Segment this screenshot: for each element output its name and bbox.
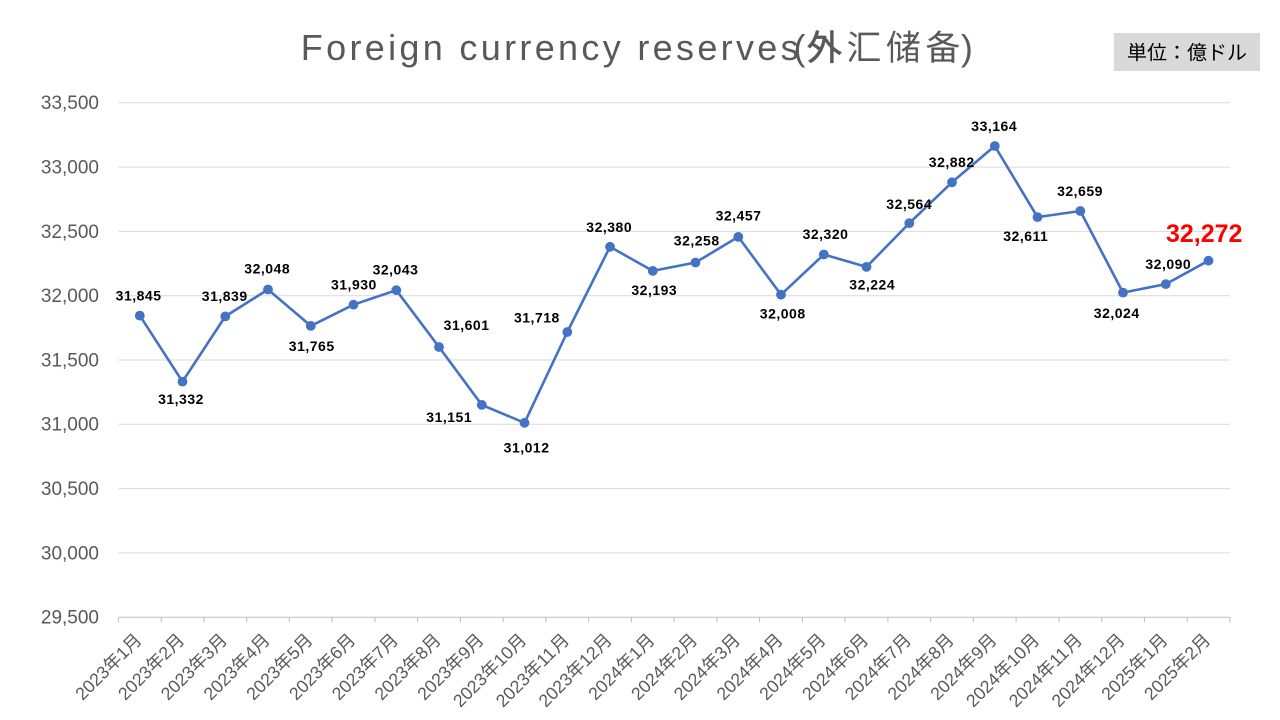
svg-text:32,500: 32,500 xyxy=(41,222,99,243)
svg-text:33,000: 33,000 xyxy=(41,158,99,179)
svg-text:31,718: 31,718 xyxy=(514,309,560,325)
svg-text:11: 11 xyxy=(1045,643,1072,670)
svg-text:4: 4 xyxy=(753,642,774,663)
svg-text:32,380: 32,380 xyxy=(586,219,632,235)
svg-text:8: 8 xyxy=(411,642,432,663)
svg-text:30,000: 30,000 xyxy=(41,543,99,564)
svg-text:31,601: 31,601 xyxy=(444,317,490,333)
svg-text:3: 3 xyxy=(197,642,218,663)
svg-text:8: 8 xyxy=(924,642,945,663)
svg-text:32,000: 32,000 xyxy=(41,286,99,307)
svg-text:2024: 2024 xyxy=(670,662,712,704)
svg-text:31,765: 31,765 xyxy=(289,338,335,354)
svg-text:32,258: 32,258 xyxy=(674,233,720,249)
svg-text:31,839: 31,839 xyxy=(202,288,248,304)
svg-text:11: 11 xyxy=(532,643,559,670)
svg-text:32,008: 32,008 xyxy=(760,306,806,322)
svg-text:30,500: 30,500 xyxy=(41,479,99,500)
svg-text:2024: 2024 xyxy=(884,662,926,704)
svg-text:7: 7 xyxy=(368,642,389,663)
svg-text:2023: 2023 xyxy=(449,669,491,711)
svg-text:32,320: 32,320 xyxy=(803,226,849,242)
svg-text:6: 6 xyxy=(326,642,347,663)
svg-text:2023: 2023 xyxy=(114,662,156,704)
svg-text:32,611: 32,611 xyxy=(1003,228,1048,244)
svg-text:2024: 2024 xyxy=(627,662,669,704)
svg-text:33,164: 33,164 xyxy=(971,118,1017,134)
svg-text:2024: 2024 xyxy=(1048,669,1090,711)
svg-text:2023: 2023 xyxy=(328,662,370,704)
svg-text:2023: 2023 xyxy=(71,662,113,704)
svg-text:2024: 2024 xyxy=(713,662,755,704)
svg-text:5: 5 xyxy=(796,642,817,663)
svg-text:31,332: 31,332 xyxy=(158,391,204,407)
svg-text:2023: 2023 xyxy=(200,662,242,704)
svg-text:2024: 2024 xyxy=(841,662,883,704)
svg-text:2023: 2023 xyxy=(492,669,534,711)
svg-text:32,272: 32,272 xyxy=(1166,220,1242,248)
svg-text:2023: 2023 xyxy=(535,669,577,711)
svg-text:1: 1 xyxy=(1138,642,1159,663)
svg-text:9: 9 xyxy=(454,642,475,663)
svg-text:32,659: 32,659 xyxy=(1057,183,1103,199)
svg-text:33,500: 33,500 xyxy=(41,93,99,114)
svg-text:2024: 2024 xyxy=(798,662,840,704)
svg-text:32,457: 32,457 xyxy=(716,207,762,223)
svg-text:2024: 2024 xyxy=(1005,669,1047,711)
svg-text:32,043: 32,043 xyxy=(373,262,419,278)
svg-text:1: 1 xyxy=(112,642,133,663)
svg-text:6: 6 xyxy=(839,642,860,663)
svg-text:9: 9 xyxy=(967,642,988,663)
svg-text:29,500: 29,500 xyxy=(41,608,99,629)
svg-text:2024: 2024 xyxy=(755,662,797,704)
svg-text:32,193: 32,193 xyxy=(631,282,677,298)
svg-text:2023: 2023 xyxy=(242,662,284,704)
svg-text:31,151: 31,151 xyxy=(426,409,472,425)
svg-text:2: 2 xyxy=(668,642,689,663)
svg-text:32,882: 32,882 xyxy=(929,154,975,170)
svg-text:31,930: 31,930 xyxy=(331,276,377,292)
svg-text:7: 7 xyxy=(881,642,902,663)
svg-text:(: ( xyxy=(794,27,806,68)
svg-text:32,024: 32,024 xyxy=(1094,305,1140,321)
svg-text:32,090: 32,090 xyxy=(1145,256,1191,272)
svg-text:2: 2 xyxy=(1181,642,1202,663)
svg-text:31,500: 31,500 xyxy=(41,350,99,371)
svg-text:1: 1 xyxy=(625,642,646,663)
svg-text:): ) xyxy=(961,27,973,68)
svg-text:2: 2 xyxy=(155,642,176,663)
svg-text:32,048: 32,048 xyxy=(244,261,290,277)
svg-text:3: 3 xyxy=(710,642,731,663)
svg-text:2023: 2023 xyxy=(157,662,199,704)
svg-text:2025: 2025 xyxy=(1140,662,1182,704)
svg-text:2024: 2024 xyxy=(962,669,1004,711)
svg-text:32,564: 32,564 xyxy=(886,196,932,212)
svg-text:Foreign currency reserves: Foreign currency reserves xyxy=(301,27,802,68)
svg-text:31,845: 31,845 xyxy=(116,287,162,303)
svg-text:4: 4 xyxy=(240,642,261,663)
svg-text:2023: 2023 xyxy=(371,662,413,704)
svg-text:2023: 2023 xyxy=(285,662,327,704)
svg-text:5: 5 xyxy=(283,642,304,663)
svg-text:32,224: 32,224 xyxy=(849,276,895,292)
svg-text:31,000: 31,000 xyxy=(41,415,99,436)
svg-text:31,012: 31,012 xyxy=(504,440,550,456)
